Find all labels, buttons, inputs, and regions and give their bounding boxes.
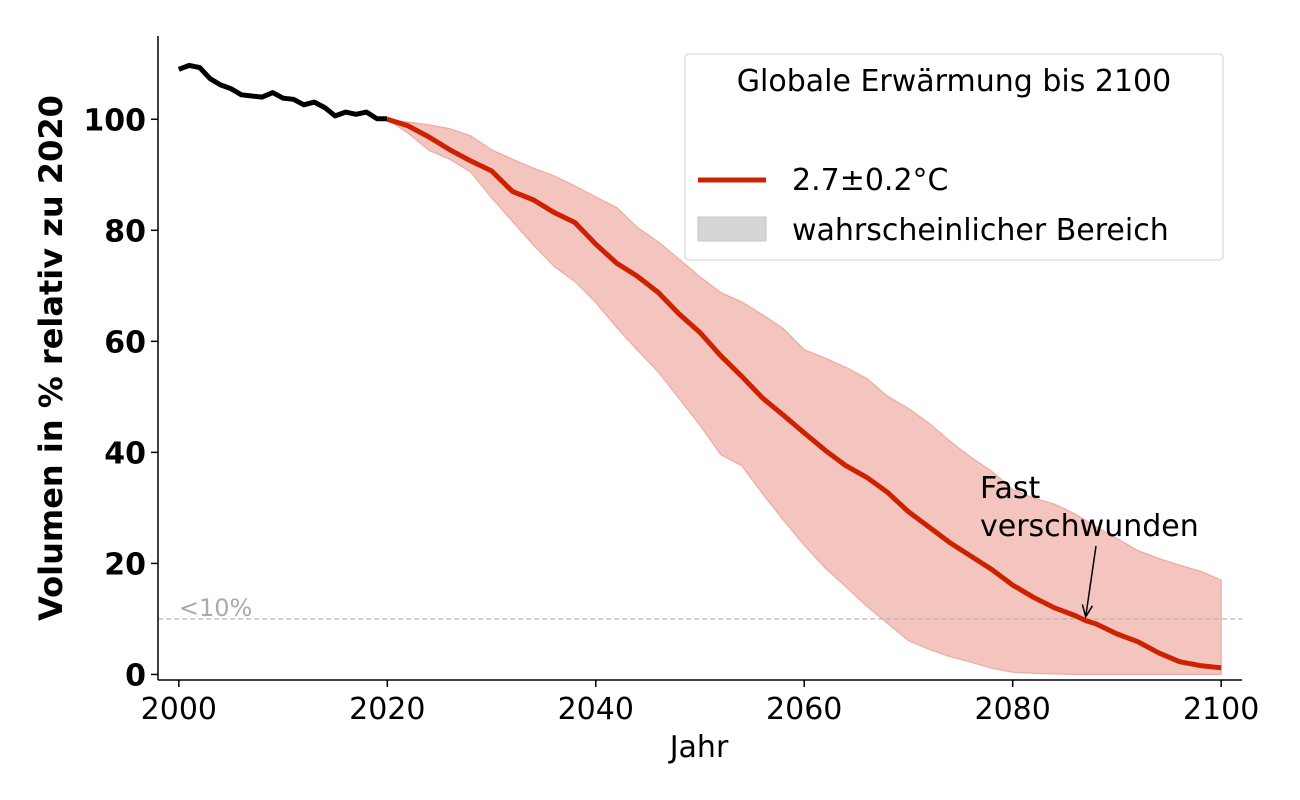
legend-title: Globale Erwärmung bis 2100: [737, 64, 1171, 99]
legend-frame: [684, 53, 1224, 261]
legend-swatch-range: [697, 216, 767, 242]
y-tick-label: 80: [104, 214, 146, 249]
x-tick-label: 2040: [558, 692, 634, 727]
x-axis-label: Jahr: [668, 730, 729, 765]
y-axis-label: Volumen in % relativ zu 2020: [32, 95, 70, 621]
x-axis-ticks: 2000 2020 2040 2060 2080 2100: [141, 680, 1259, 727]
x-tick-label: 2060: [766, 692, 842, 727]
y-tick-label: 40: [104, 436, 146, 471]
y-axis-ticks: 0 20 40 60 80 100: [83, 103, 158, 693]
annotation-text-line1: Fast: [980, 471, 1041, 506]
likely-range-band: [386, 118, 1222, 675]
x-tick-label: 2100: [1183, 692, 1259, 727]
x-tick-label: 2000: [141, 692, 217, 727]
annotation-fast-verschwunden: Fast verschwunden: [980, 471, 1199, 619]
x-tick-label: 2020: [349, 692, 425, 727]
x-tick-label: 2080: [975, 692, 1051, 727]
annotation-text-line2: verschwunden: [980, 509, 1199, 544]
y-tick-label: 60: [104, 325, 146, 360]
y-tick-label: 0: [125, 658, 146, 693]
threshold-label: <10%: [179, 594, 252, 622]
projected-volume-line: [386, 116, 1222, 671]
annotation-arrowhead: [1081, 604, 1094, 619]
legend-entry-projection: 2.7±0.2°C: [792, 163, 949, 198]
y-tick-label: 20: [104, 547, 146, 582]
plot-area: <10%: [158, 62, 1242, 675]
y-tick-label: 100: [83, 103, 146, 138]
annotation-arrow: [1084, 545, 1097, 618]
legend: Globale Erwärmung bis 2100 2.7±0.2°C wah…: [684, 53, 1224, 261]
observed-volume-line: [177, 62, 388, 122]
legend-entry-range: wahrscheinlicher Bereich: [792, 213, 1169, 248]
